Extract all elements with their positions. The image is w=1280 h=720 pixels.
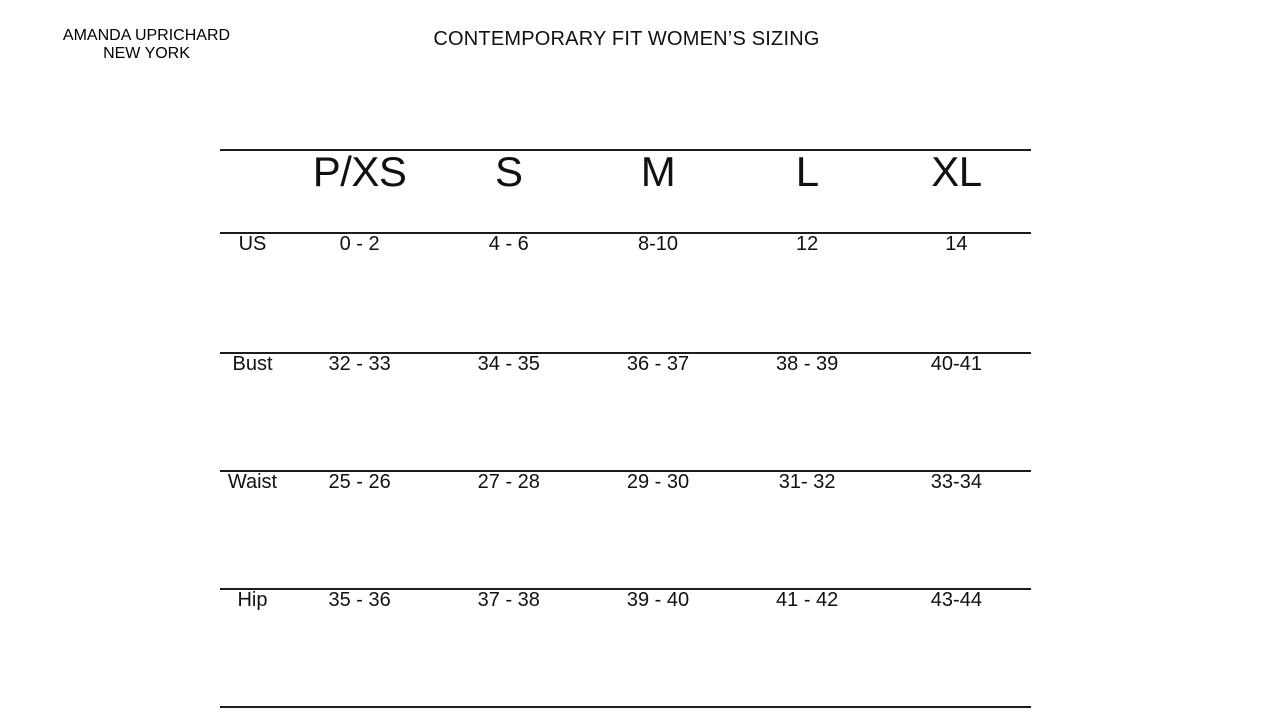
cell-bust-l: 38 - 39 <box>732 352 882 471</box>
cell-us-l: 12 <box>732 232 882 353</box>
cell-us-s: 4 - 6 <box>434 232 584 353</box>
table-bottom-rule-cell <box>220 706 1031 709</box>
row-label-bust: Bust <box>220 352 285 471</box>
table-row-waist: Waist 25 - 26 27 - 28 29 - 30 31- 32 33-… <box>220 470 1031 589</box>
cell-hip-pxs: 35 - 36 <box>285 588 435 707</box>
cell-us-m: 8-10 <box>583 232 733 353</box>
row-label-waist: Waist <box>220 470 285 589</box>
cell-waist-xl: 33-34 <box>881 470 1031 589</box>
cell-us-xl: 14 <box>881 232 1031 353</box>
row-label-hip: Hip <box>220 588 285 707</box>
page-title: CONTEMPORARY FIT WOMEN’S SIZING <box>433 28 820 50</box>
cell-bust-s: 34 - 35 <box>434 352 584 471</box>
column-header-s: S <box>434 149 584 233</box>
brand-name: AMANDA UPRICHARD <box>62 27 231 44</box>
table-row-us: US 0 - 2 4 - 6 8-10 12 14 <box>220 232 1031 353</box>
table-header-row: P/XS S M L XL <box>220 149 1031 233</box>
cell-waist-s: 27 - 28 <box>434 470 584 589</box>
cell-hip-s: 37 - 38 <box>434 588 584 707</box>
cell-waist-l: 31- 32 <box>732 470 882 589</box>
sizing-table: P/XS S M L XL US 0 - 2 4 - 6 8-10 12 14 … <box>220 149 1031 709</box>
cell-bust-xl: 40-41 <box>881 352 1031 471</box>
cell-hip-m: 39 - 40 <box>583 588 733 707</box>
column-header-m: M <box>583 149 733 233</box>
column-header-pxs: P/XS <box>285 149 435 233</box>
cell-us-pxs: 0 - 2 <box>285 232 435 353</box>
brand-logo: AMANDA UPRICHARD NEW YORK <box>24 27 269 63</box>
cell-hip-xl: 43-44 <box>881 588 1031 707</box>
table-row-hip: Hip 35 - 36 37 - 38 39 - 40 41 - 42 43-4… <box>220 588 1031 707</box>
cell-hip-l: 41 - 42 <box>732 588 882 707</box>
cell-bust-m: 36 - 37 <box>583 352 733 471</box>
table-corner-cell <box>220 149 285 233</box>
column-header-l: L <box>732 149 882 233</box>
column-header-xl: XL <box>881 149 1031 233</box>
cell-waist-m: 29 - 30 <box>583 470 733 589</box>
cell-bust-pxs: 32 - 33 <box>285 352 435 471</box>
cell-waist-pxs: 25 - 26 <box>285 470 435 589</box>
table-bottom-rule <box>220 706 1031 709</box>
row-label-us: US <box>220 232 285 353</box>
table-row-bust: Bust 32 - 33 34 - 35 36 - 37 38 - 39 40-… <box>220 352 1031 471</box>
brand-city: NEW YORK <box>103 45 190 62</box>
